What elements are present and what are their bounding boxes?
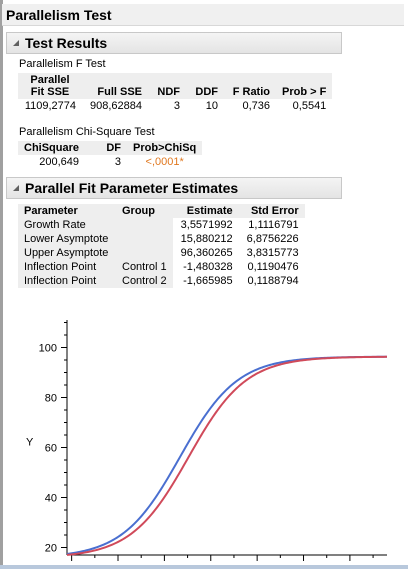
- cell: 0,1188794: [247, 275, 299, 287]
- col-header-prob-chisq: Prob>ChiSq: [127, 141, 203, 155]
- cell: 3: [114, 156, 122, 168]
- y-tick-label: 60: [45, 443, 57, 455]
- col-header-group: Group: [116, 204, 173, 218]
- section-title: Parallel Fit Parameter Estimates: [25, 180, 239, 196]
- cell: Inflection Point: [18, 274, 116, 288]
- y-tick-label: 20: [45, 543, 57, 555]
- col-header-parallel-fit-sse: Parallel Fit SSE: [18, 73, 82, 99]
- cell: 1109,2774: [24, 100, 76, 112]
- significant-p-value: <,0001*: [145, 156, 184, 168]
- cell: 0,736: [242, 100, 270, 112]
- estimates-header[interactable]: Parallel Fit Parameter Estimates: [6, 177, 342, 199]
- cell: 96,360265: [180, 247, 233, 259]
- col-header-estimate: Estimate: [172, 204, 239, 218]
- table-row: Upper Asymptote 96,360265 3,8315773: [18, 246, 305, 260]
- cell: Growth Rate: [18, 218, 116, 232]
- y-tick-label: 80: [45, 393, 57, 405]
- col-header-ndf: NDF: [148, 73, 186, 99]
- cell: [116, 218, 173, 232]
- col-header-df: DF: [85, 141, 128, 155]
- test-results-header[interactable]: Test Results: [6, 32, 342, 54]
- col-header-f-ratio: F Ratio: [224, 73, 276, 99]
- col-header-prob-f: Prob > F: [276, 73, 333, 99]
- series-line-2: [66, 355, 388, 556]
- cell: 3: [173, 100, 180, 112]
- parallelism-test-header[interactable]: Parallelism Test: [2, 4, 404, 26]
- fit-curves-plot[interactable]: 20 40 60 80 100 Y: [0, 318, 408, 565]
- chi-test-table: ChiSquare DF Prob>ChiSq 200,649 3 <,0001…: [18, 141, 203, 169]
- cell: 1,1116791: [248, 219, 299, 231]
- cell: 908,62884: [90, 100, 142, 112]
- table-row: Inflection Point Control 1 -1,480328 0,1…: [18, 260, 305, 274]
- window-bottom-edge: [0, 565, 408, 569]
- col-header-chisquare: ChiSquare: [18, 141, 86, 155]
- chi-test-title: Parallelism Chi-Square Test: [19, 126, 155, 138]
- table-row: 200,649 3 <,0001*: [18, 155, 202, 169]
- collapse-triangle-icon[interactable]: [11, 38, 21, 48]
- cell: Lower Asymptote: [18, 232, 116, 246]
- cell: 6,8756226: [246, 233, 299, 245]
- cell: Control 1: [116, 260, 173, 274]
- cell: 0,1190476: [247, 261, 299, 273]
- cell: 10: [205, 100, 218, 112]
- f-test-table: Parallel Fit SSE Full SSE NDF DDF F Rati…: [18, 73, 333, 113]
- collapse-triangle-icon[interactable]: [11, 183, 21, 193]
- y-axis-label: Y: [26, 437, 34, 449]
- cell: Inflection Point: [18, 260, 116, 274]
- y-tick-label: 40: [45, 493, 57, 505]
- cell: 3,5571992: [180, 219, 233, 231]
- cell: 0,5541: [292, 100, 327, 112]
- cell: 200,649: [39, 156, 80, 168]
- table-row: Inflection Point Control 2 -1,665985 0,1…: [18, 274, 305, 288]
- section-title: Test Results: [25, 35, 108, 51]
- cell: 3,8315773: [246, 247, 299, 259]
- cell: 15,880212: [180, 233, 233, 245]
- window-left-edge: [0, 0, 3, 569]
- cell: -1,480328: [183, 261, 233, 273]
- table-row: Lower Asymptote 15,880212 6,8756226: [18, 232, 305, 246]
- col-header-parameter: Parameter: [18, 204, 116, 218]
- col-header-full-sse: Full SSE: [82, 73, 148, 99]
- cell: [116, 246, 173, 260]
- cell: Upper Asymptote: [18, 246, 116, 260]
- col-header-ddf: DDF: [186, 73, 224, 99]
- window-title: Parallelism Test: [6, 6, 112, 23]
- cell: -1,665985: [183, 275, 233, 287]
- cell: [116, 232, 173, 246]
- table-row: 1109,2774 908,62884 3 10 0,736 0,5541: [18, 99, 332, 113]
- y-tick-label: 100: [39, 343, 57, 355]
- f-test-title: Parallelism F Test: [19, 58, 106, 70]
- cell: Control 2: [116, 274, 173, 288]
- col-header-std-error: Std Error: [238, 204, 305, 218]
- table-row: Growth Rate 3,5571992 1,1116791: [18, 218, 305, 232]
- series-line-1: [66, 355, 387, 555]
- estimates-table: Parameter Group Estimate Std Error Growt…: [18, 204, 305, 288]
